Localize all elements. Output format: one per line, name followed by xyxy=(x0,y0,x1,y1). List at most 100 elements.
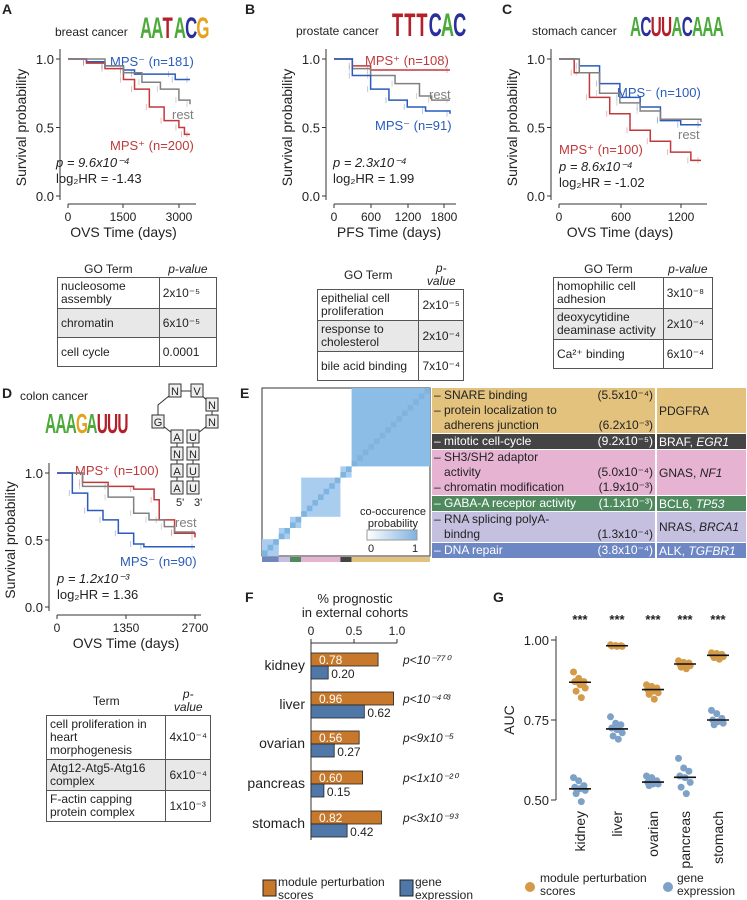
p-value-cell: 6x10⁻⁴ xyxy=(165,759,211,791)
panel-label: C xyxy=(502,1,512,17)
go-term: activity xyxy=(434,465,481,479)
heatmap-cell xyxy=(362,449,369,456)
panel-label: E xyxy=(240,385,249,401)
nucleotide: N xyxy=(208,417,216,429)
auc-point xyxy=(648,774,656,782)
logo-letter: U xyxy=(107,408,118,439)
table-header: p-value xyxy=(668,261,708,276)
heatmap-cell xyxy=(318,494,324,500)
logo-letter: A xyxy=(66,408,77,439)
heatmap-cell xyxy=(357,455,363,461)
p-value-label: p<10⁻⁴⁰³ xyxy=(402,692,451,706)
driver-genes: PDGFRA xyxy=(659,403,710,418)
significance-marker: *** xyxy=(710,612,726,627)
heatmap-cell xyxy=(374,438,380,444)
y-axis-label: Survival probability xyxy=(279,69,295,187)
auc-point xyxy=(570,774,577,782)
nucleotide: A xyxy=(173,432,181,444)
driver-genes: GNAS, xyxy=(659,465,700,480)
logo-letter: U xyxy=(117,408,128,439)
category-label: pancreas xyxy=(677,811,693,869)
logo-letter: T xyxy=(404,6,415,43)
x-tick-label: 0.5 xyxy=(346,624,363,638)
bar-module-score xyxy=(310,652,379,667)
sequence-logo: A A A GA U U U xyxy=(45,408,129,439)
p-value-cell: 6x10⁻⁵ xyxy=(158,308,218,338)
legend-swatch-module xyxy=(262,879,277,897)
logo-letter: C xyxy=(429,6,442,43)
co-occurrence-heatmap: co-occurence probability 0 1 xyxy=(261,387,431,562)
significance-marker: *** xyxy=(609,612,625,627)
driver-genes-italic: TGFBR1 xyxy=(688,543,736,558)
nucleotide: V xyxy=(193,386,201,398)
logo-letter: T xyxy=(392,6,403,43)
bar-value-label: 0.62 xyxy=(367,706,391,720)
term-cell: Atg12-Atg5-Atg16 complex xyxy=(45,759,167,791)
heatmap-cell xyxy=(396,416,402,422)
legend-label: gene expression xyxy=(677,871,735,898)
table-header: p-value xyxy=(173,687,203,714)
panel-label: G xyxy=(493,589,504,605)
category-label: pancreas xyxy=(247,775,305,791)
table-row: response to cholesterol 2x10⁻⁴ xyxy=(316,320,464,352)
nucleotide-box xyxy=(170,429,184,444)
three-prime-label: 3' xyxy=(194,497,202,509)
p-value-cell: 2x10⁻⁴ xyxy=(418,320,464,352)
module-color-bar xyxy=(262,557,279,562)
term-cell: cell cycle xyxy=(57,337,160,367)
go-term: – RNA splicing polyA- xyxy=(434,512,550,526)
table-header: GO Term xyxy=(84,261,133,276)
table-header: Term xyxy=(92,693,120,708)
y-tick-label: 0.0 xyxy=(36,189,54,204)
table-row: homophilic cell adhesion 3x10⁻⁸ xyxy=(553,277,714,309)
y-axis-label: Survival probability xyxy=(2,481,18,599)
x-axis-label: OVS Time (days) xyxy=(70,224,177,240)
x-tick-label: 0 xyxy=(308,624,315,638)
go-term: – DNA repair xyxy=(434,543,503,557)
survival-curve xyxy=(559,58,702,123)
bar-value-label: 0.27 xyxy=(337,745,361,759)
go-term-table: GO Term p-value homophilic cell adhesion 3x… xyxy=(553,261,714,369)
term-p-value: (6.2x10⁻³) xyxy=(598,418,653,432)
p-value-label: p<9x10⁻⁵ xyxy=(402,731,454,745)
bar-value-label: 0.15 xyxy=(327,785,351,799)
nucleotide-box xyxy=(186,463,200,478)
heatmap-cell xyxy=(329,483,335,489)
go-term: – protein localization to xyxy=(434,403,557,417)
p-value-text: p = 8.6x10⁻⁴ xyxy=(558,159,633,174)
series-label: MPS⁻ (n=181) xyxy=(110,54,194,69)
auc-point xyxy=(618,729,626,737)
heatmap-cell xyxy=(379,432,386,439)
panel-label: D xyxy=(2,385,12,401)
p-value-cell: 4x10⁻⁴ xyxy=(165,715,211,760)
go-term-table: GO Term p-value epithelial cell proliferat… xyxy=(316,262,464,381)
nucleotide-box xyxy=(168,383,182,398)
nucleotide-box xyxy=(190,383,204,398)
table-row: cell proliferation in heart morphogenesi… xyxy=(45,715,211,760)
legend-dot-module xyxy=(525,882,535,892)
table-header: GO Term xyxy=(584,261,633,276)
go-term: – SH3/SH2 adaptor xyxy=(434,450,539,464)
go-term: – GABA-A receptor activity xyxy=(434,496,577,510)
module-row: – GABA-A receptor activity (1.1x10⁻³) BCL6… xyxy=(432,496,746,512)
y-tick-label: 0.5 xyxy=(302,121,320,136)
y-tick-label: 1.0 xyxy=(527,52,545,67)
go-term: adherens junction xyxy=(434,418,539,432)
x-tick-label: 2700 xyxy=(182,621,209,635)
driver-genes-italic: BRCA1 xyxy=(699,520,740,534)
survival-curve xyxy=(68,58,190,136)
x-tick-label: 1500 xyxy=(110,210,137,224)
series-label: MPS⁻ (n=100) xyxy=(617,85,701,100)
logo-letter: A xyxy=(702,11,713,42)
motif-title: colon cancer xyxy=(20,389,88,403)
heatmap-cell xyxy=(413,399,419,405)
series-label: MPS⁺ (n=100) xyxy=(75,463,159,478)
legend-label: module perturbation scores xyxy=(278,875,385,900)
bar-value-label: 0.60 xyxy=(319,771,343,785)
nucleotide: U xyxy=(189,466,197,478)
module-row: – mitotic cell-cycle (9.2x10⁻⁵) BRAF, EGR1 xyxy=(432,434,746,450)
module-color-bar xyxy=(340,557,352,562)
y-axis-label: Survival probability xyxy=(13,69,29,187)
